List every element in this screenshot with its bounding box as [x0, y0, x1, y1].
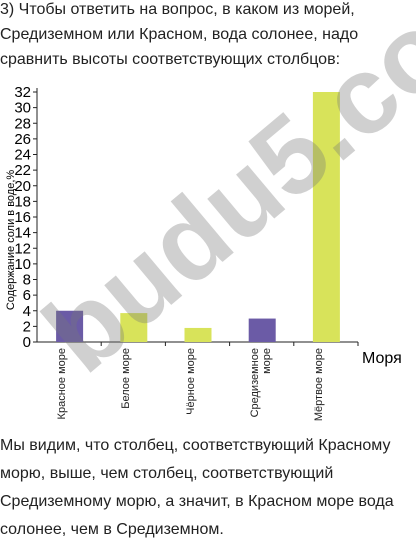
- y-tick-label: 14: [14, 225, 31, 242]
- y-tick-label: 26: [14, 131, 31, 148]
- x-tick-label: Средиземное море: [248, 348, 273, 418]
- conclusion-text: Мы видим, что столбец, соответствующий К…: [0, 437, 394, 538]
- bar: [248, 318, 276, 342]
- y-axis-label: Содержание соли в воде,%: [5, 170, 17, 311]
- x-tick-label: Чёрное море: [184, 348, 197, 415]
- y-tick-label: 6: [23, 287, 31, 304]
- y-tick-label: 0: [23, 334, 31, 351]
- bar: [120, 313, 148, 342]
- x-axis-label: Моря: [362, 350, 402, 367]
- y-tick-label: 22: [14, 162, 31, 179]
- y-tick-label: 30: [14, 100, 31, 117]
- y-tick-label: 16: [14, 209, 31, 226]
- x-tick-label: Белое море: [120, 348, 133, 409]
- bar: [184, 327, 212, 342]
- x-tick-label: Мёртвое море: [312, 348, 325, 422]
- y-tick-label: 8: [23, 272, 31, 289]
- y-tick-label: 28: [14, 115, 31, 132]
- y-tick-label: 12: [14, 240, 31, 257]
- y-tick-label: 32: [14, 84, 31, 101]
- intro-text: 3) Чтобы ответить на вопрос, в каком из …: [0, 1, 359, 68]
- y-tick-label: 24: [14, 147, 31, 164]
- y-tick-label: 20: [14, 178, 31, 195]
- bar: [56, 310, 84, 342]
- y-tick-label: 4: [23, 303, 31, 320]
- x-tick-label: Красное море: [56, 348, 69, 420]
- y-tick-label: 2: [23, 318, 31, 335]
- y-tick-label: 18: [14, 193, 31, 210]
- bar: [312, 92, 340, 342]
- y-tick-label: 10: [14, 256, 31, 273]
